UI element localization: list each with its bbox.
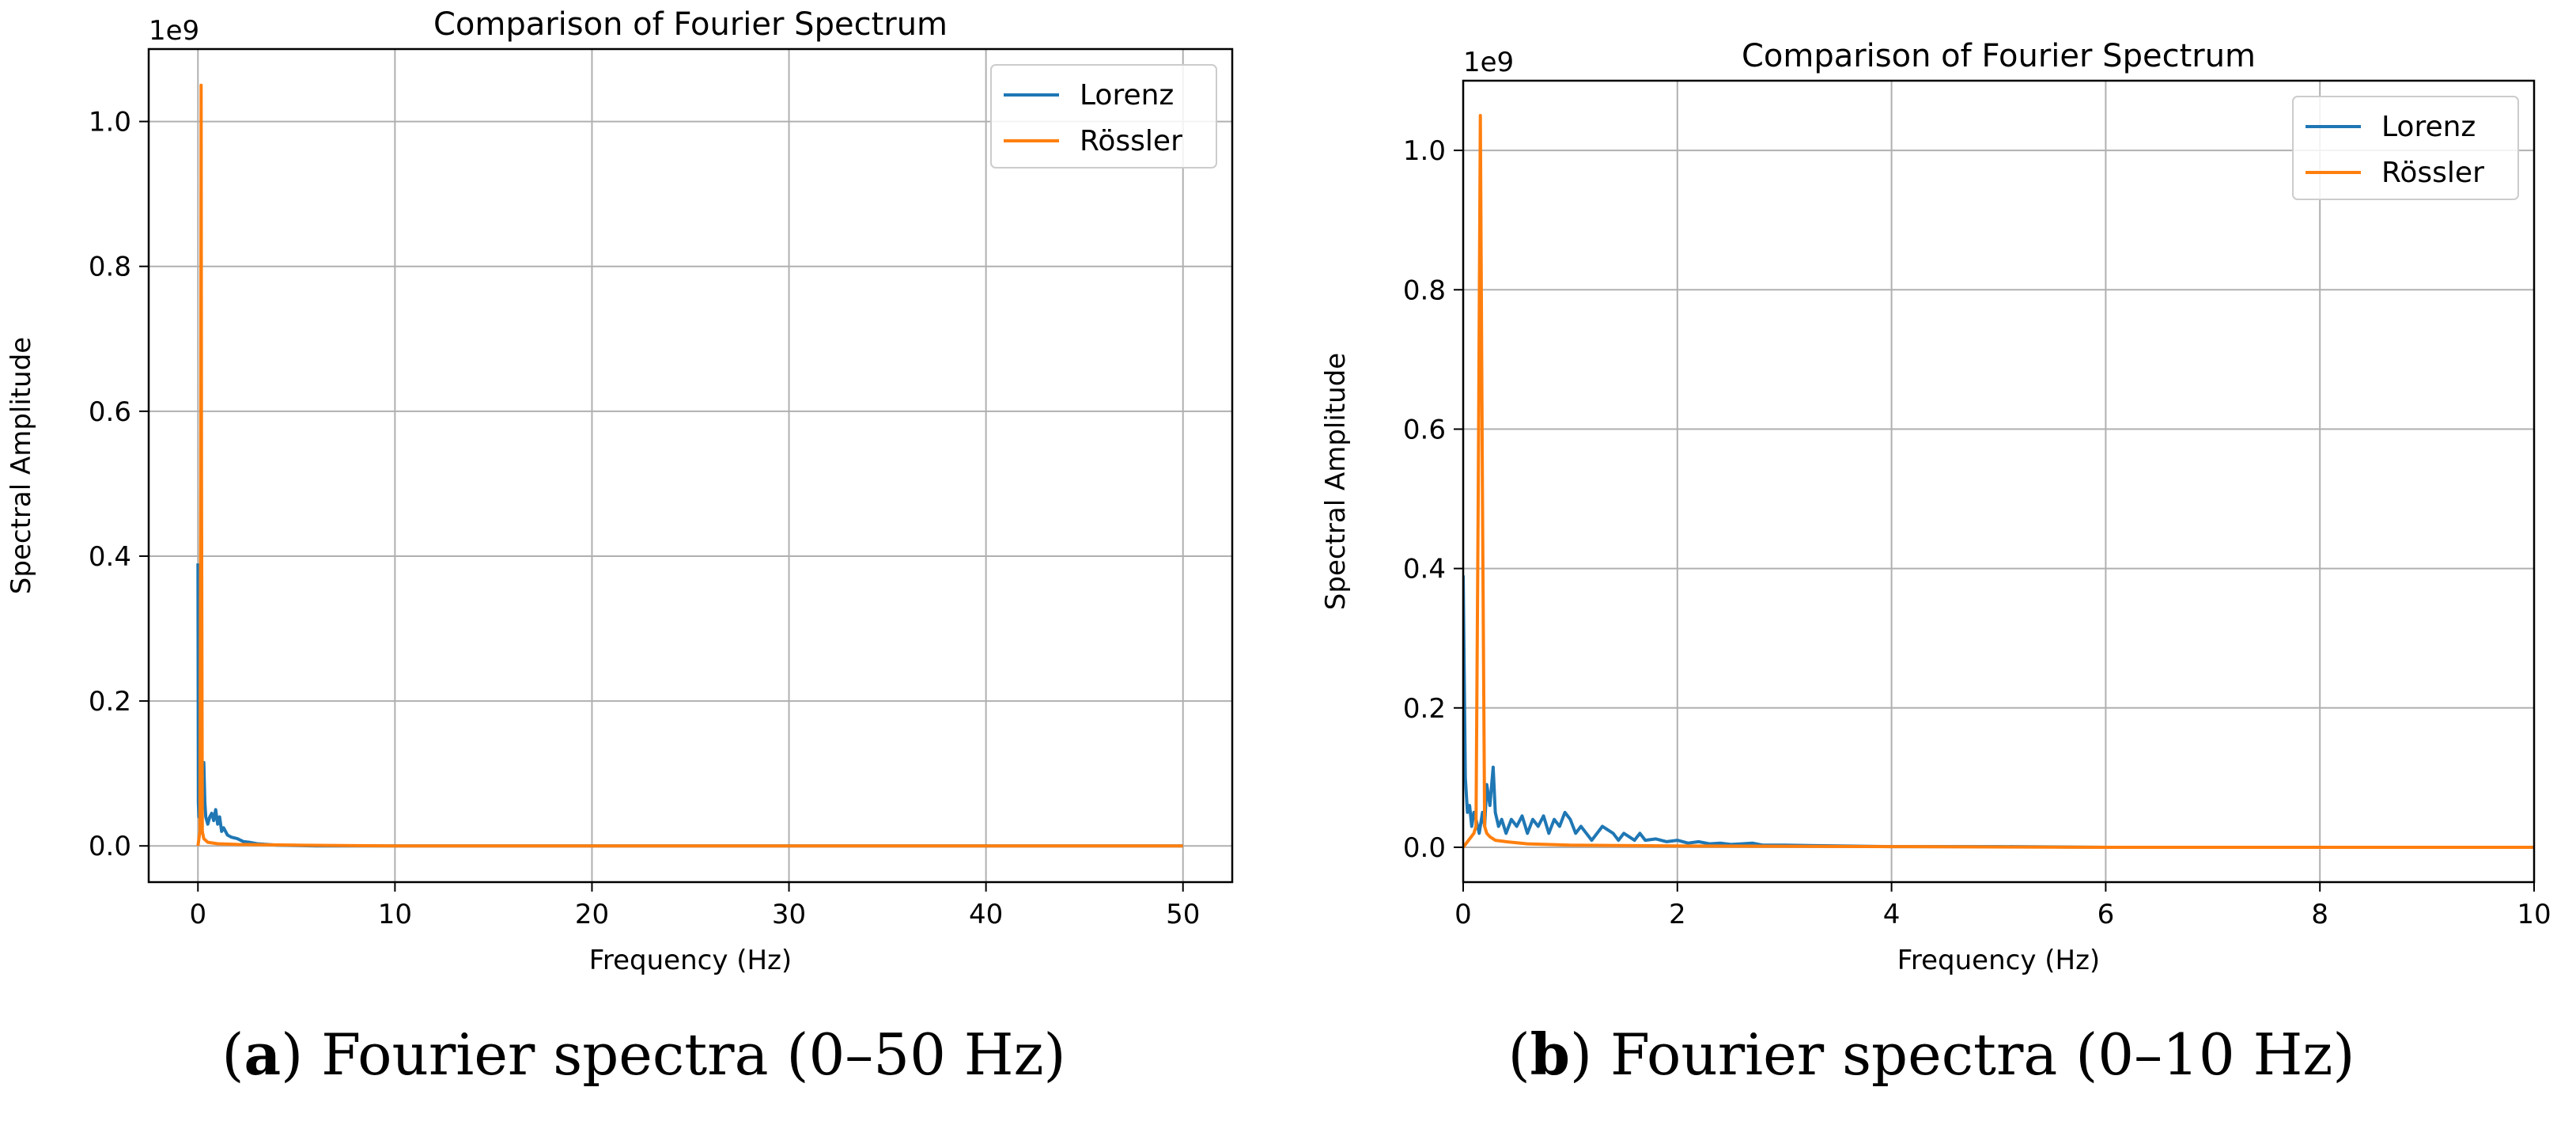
- chart-a-xtick-label-3: 30: [772, 899, 806, 930]
- chart-b-ytick-label-2: 0.4: [1403, 554, 1446, 585]
- caption-b-text: Fourier spectra (0–10 Hz): [1610, 1021, 2355, 1088]
- chart-a-xtick-label-5: 50: [1166, 899, 1200, 930]
- chart-b-ytick-label-0: 0.0: [1403, 832, 1446, 864]
- chart-b-xtick-label-5: 10: [2517, 899, 2551, 930]
- chart-panel-b: 0 2 4 6 8 10 0.0 0.2 0.4 0.6 0.8 1.0 1e9 Comparison o…: [1288, 0, 2575, 1125]
- chart-a-ytick-label-3: 0.6: [89, 396, 131, 428]
- chart-a-axes-frame: [147, 47, 1234, 884]
- chart-a-ytick-label-2: 0.4: [89, 541, 131, 573]
- chart-b-y-offset-label: 1e9: [1463, 47, 1514, 78]
- chart-a-xtick-label-2: 20: [575, 899, 609, 930]
- chart-a-xtick-label-1: 10: [378, 899, 412, 930]
- chart-a-plot-area: [149, 49, 1232, 882]
- chart-b-legend-label-1: Rössler: [2381, 157, 2484, 189]
- chart-b-ytick-label-3: 0.6: [1403, 414, 1446, 445]
- chart-b-ytick-label-5: 1.0: [1403, 135, 1446, 167]
- chart-a-y-offset-label: 1e9: [149, 15, 199, 47]
- chart-a-title: Comparison of Fourier Spectrum: [433, 6, 948, 43]
- caption-b: (b) Fourier spectra (0–10 Hz): [1507, 1021, 2355, 1088]
- caption-a-letter: a: [244, 1021, 282, 1088]
- chart-b-plot-area: [1463, 81, 2534, 882]
- chart-b-axes-frame: [1462, 79, 2536, 884]
- chart-b-xlabel: Frequency (Hz): [1897, 945, 2100, 976]
- chart-a-xtick-label-4: 40: [969, 899, 1003, 930]
- chart-b-ylabel: Spectral Amplitude: [1320, 353, 1352, 610]
- chart-b-ytick-label-1: 0.2: [1403, 693, 1446, 725]
- caption-a: (a) Fourier spectra (0–50 Hz): [221, 1021, 1066, 1088]
- chart-b-ytick-label-4: 0.8: [1403, 275, 1446, 306]
- chart-a-series-rssler: [196, 83, 1183, 848]
- chart-a-ytick-label-0: 0.0: [89, 831, 131, 862]
- chart-b-xtick-label-2: 4: [1883, 899, 1901, 930]
- chart-a-xtick-label-0: 0: [189, 899, 206, 930]
- chart-b-title: Comparison of Fourier Spectrum: [1742, 38, 2256, 74]
- chart-b-xtick-label-4: 8: [2311, 899, 2328, 930]
- chart-b-xtick-label-0: 0: [1454, 899, 1472, 930]
- chart-a-ylabel: Spectral Amplitude: [6, 337, 37, 594]
- chart-b-xtick-label-1: 2: [1669, 899, 1686, 930]
- fourier-chart-b: 0 2 4 6 8 10 0.0 0.2 0.4 0.6 0.8 1.0 1e9 Comparison o…: [1320, 38, 2551, 976]
- chart-panel-a: 0 10 20 30 40 50 0.0 0.2 0.4 0.6 0.8 1.0 1e9 Comparis…: [6, 6, 1234, 1088]
- chart-a-ytick-label-5: 1.0: [89, 107, 131, 138]
- caption-a-text: Fourier spectra (0–50 Hz): [321, 1021, 1066, 1088]
- fourier-chart-a: 0 10 20 30 40 50 0.0 0.2 0.4 0.6 0.8 1.0 1e9 Comparis…: [6, 6, 1234, 976]
- chart-b-xtick-label-3: 6: [2097, 899, 2115, 930]
- chart-a-legend-label-1: Rössler: [1080, 125, 1182, 157]
- chart-b-legend-label-0: Lorenz: [2381, 111, 2476, 143]
- chart-b-series-rssler: [1463, 114, 2534, 849]
- chart-a-legend-label-0: Lorenz: [1080, 79, 1174, 112]
- chart-a-ytick-label-1: 0.2: [89, 686, 131, 718]
- chart-a-ytick-label-4: 0.8: [89, 252, 131, 283]
- chart-a-xlabel: Frequency (Hz): [589, 945, 792, 976]
- chart-b-series-lorenz: [1463, 575, 2534, 849]
- caption-b-letter: b: [1530, 1021, 1570, 1088]
